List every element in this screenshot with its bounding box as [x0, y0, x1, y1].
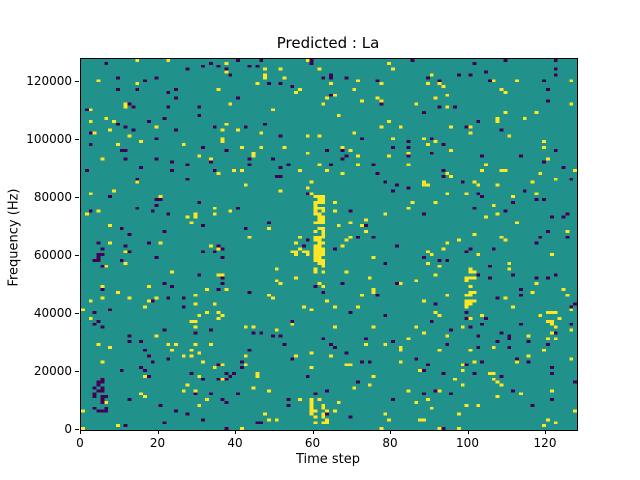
x-tick-label: 40: [227, 436, 243, 450]
heatmap-canvas: [81, 59, 577, 430]
x-tick-mark: [467, 430, 469, 434]
x-tick-label: 80: [382, 436, 398, 450]
x-tick-label: 100: [456, 436, 479, 450]
y-tick-label: 120000: [26, 74, 72, 89]
y-tick-label: 80000: [33, 190, 72, 205]
x-tick-mark: [545, 430, 546, 434]
y-tick-mark: [75, 429, 79, 430]
y-tick-label: 60000: [33, 248, 72, 263]
x-axis-label: Time step: [295, 452, 361, 467]
y-tick-mark: [75, 139, 79, 141]
x-tick-mark: [390, 430, 391, 434]
x-tick-mark: [157, 430, 159, 434]
plot-area: [80, 58, 578, 431]
y-tick-mark: [75, 81, 79, 83]
y-tick-mark: [75, 255, 79, 257]
y-tick-label: 40000: [33, 306, 72, 321]
x-tick-label: 0: [76, 436, 84, 450]
y-tick-mark: [75, 313, 79, 315]
x-tick-label: 60: [304, 436, 321, 450]
y-tick-label: 100000: [26, 132, 72, 147]
x-tick-label: 20: [149, 436, 166, 450]
y-tick-label: 0: [64, 422, 72, 436]
y-tick-mark: [75, 371, 79, 373]
x-tick-mark: [312, 430, 314, 434]
y-tick-label: 20000: [33, 364, 72, 379]
x-tick-mark: [235, 430, 236, 434]
y-tick-mark: [75, 197, 79, 199]
chart-title: Predicted : La: [276, 34, 380, 52]
x-tick-label: 120: [533, 436, 557, 450]
x-tick-mark: [80, 430, 81, 434]
